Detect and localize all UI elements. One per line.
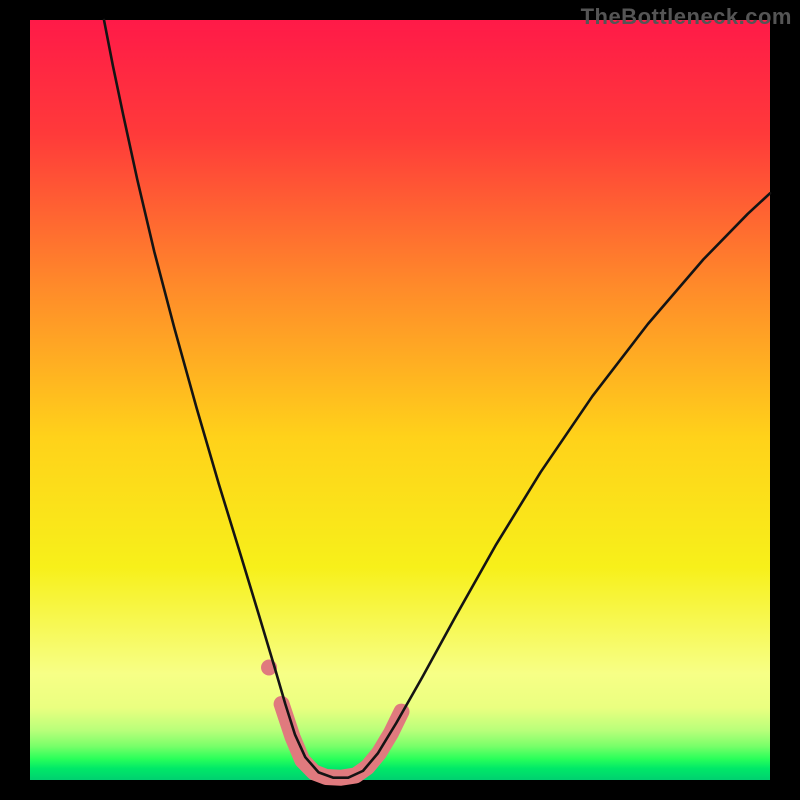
chart-svg: [0, 0, 800, 800]
canvas-root: TheBottleneck.com: [0, 0, 800, 800]
plot-background: [30, 20, 770, 780]
watermark-label: TheBottleneck.com: [581, 4, 792, 30]
